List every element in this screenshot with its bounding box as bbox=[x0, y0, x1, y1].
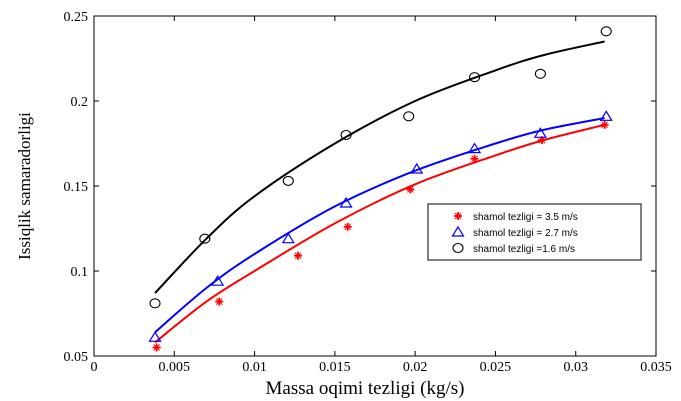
legend-marker-3 bbox=[452, 242, 464, 254]
data-point-series-2 bbox=[410, 162, 424, 174]
data-point-series-1 bbox=[470, 154, 479, 163]
fit-curves bbox=[154, 40, 605, 344]
data-point-series-2 bbox=[467, 142, 482, 154]
y-tick-label: 0.1 bbox=[71, 265, 89, 280]
legend-marker-1 bbox=[454, 212, 462, 220]
fit-line-series-3 bbox=[154, 40, 605, 294]
data-point-series-1 bbox=[406, 185, 415, 194]
y-tick-label: 0.2 bbox=[71, 95, 89, 110]
y-tick-label: 0.05 bbox=[64, 350, 89, 365]
data-point-series-2 bbox=[148, 331, 162, 342]
data-point-series-2 bbox=[339, 196, 353, 208]
plot-frame bbox=[93, 15, 657, 357]
x-tick-label: 0 bbox=[91, 360, 98, 375]
fit-line-series-1 bbox=[154, 123, 605, 344]
x-tick-label: 0.02 bbox=[403, 360, 428, 375]
legend-label-1: shamol tezligi = 3.5 m/s bbox=[473, 212, 578, 223]
legend-label-3: shamol tezligi =1.6 m/s bbox=[473, 244, 575, 255]
data-point-series-1 bbox=[600, 120, 609, 129]
legend-marker-2 bbox=[451, 225, 465, 237]
data-point-series-1 bbox=[293, 251, 302, 260]
y-tick-label: 0.25 bbox=[64, 10, 89, 25]
legend-box bbox=[427, 203, 642, 261]
x-tick-label: 0.03 bbox=[563, 360, 588, 375]
x-tick-label: 0.035 bbox=[640, 360, 672, 375]
x-tick-label: 0.005 bbox=[159, 360, 191, 375]
fit-line-series-2 bbox=[154, 117, 605, 333]
y-axis-title: Issiqlik samaradorligi bbox=[15, 112, 34, 260]
x-tick-label: 0.01 bbox=[242, 360, 267, 375]
data-point-series-3 bbox=[403, 111, 415, 122]
data-point-series-2 bbox=[599, 110, 613, 121]
data-point-series-1 bbox=[215, 297, 224, 306]
data-points bbox=[148, 26, 613, 352]
data-point-series-3 bbox=[600, 26, 612, 37]
data-point-series-1 bbox=[343, 222, 352, 231]
data-point-series-3 bbox=[199, 233, 211, 244]
data-point-series-2 bbox=[533, 127, 547, 138]
data-point-series-3 bbox=[534, 68, 546, 79]
x-tick-label: 0.025 bbox=[480, 360, 512, 375]
data-point-series-2 bbox=[211, 275, 225, 286]
data-point-series-1 bbox=[152, 343, 161, 352]
legend: shamol tezligi = 3.5 m/s shamol tezligi =… bbox=[427, 203, 642, 261]
legend-label-2: shamol tezligi = 2.7 m/s bbox=[473, 228, 578, 239]
x-axis-title: Massa oqimi tezligi (kg/s) bbox=[266, 378, 465, 399]
data-point-series-2 bbox=[281, 232, 295, 244]
data-point-series-3 bbox=[469, 72, 481, 83]
data-point-series-3 bbox=[340, 129, 352, 141]
y-tick-label: 0.15 bbox=[64, 180, 89, 195]
data-point-series-3 bbox=[282, 175, 294, 186]
x-axis-ticks: 0 0.005 0.01 0.015 0.02 0.025 0.03 0.035 bbox=[91, 16, 672, 375]
x-tick-label: 0.015 bbox=[319, 360, 351, 375]
y-axis-ticks: 0.05 0.1 0.15 0.2 0.25 bbox=[64, 10, 656, 365]
data-point-series-3 bbox=[149, 298, 161, 309]
